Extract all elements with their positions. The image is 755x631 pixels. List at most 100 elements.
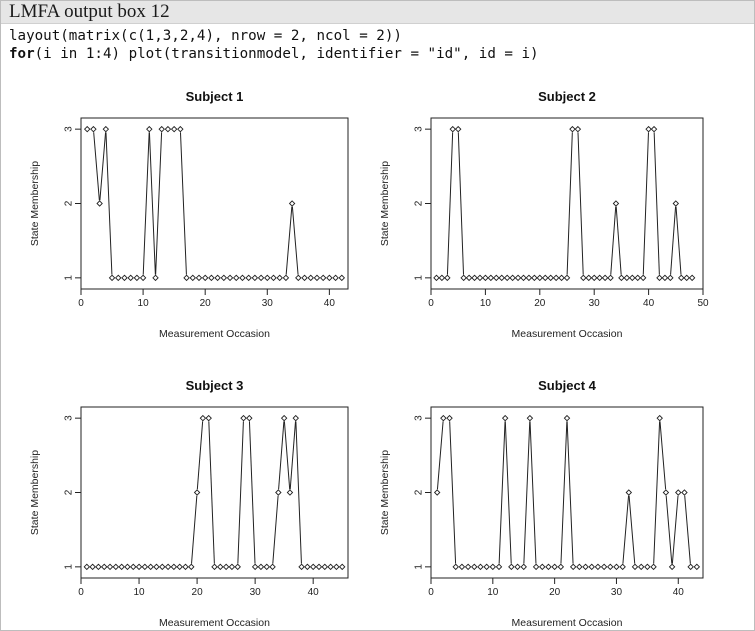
y-tick-label: 2 (64, 489, 75, 495)
x-tick-label: 20 (549, 587, 561, 598)
data-point (489, 563, 497, 571)
data-point (613, 563, 620, 571)
series-segment (529, 421, 537, 564)
data-point (525, 274, 533, 282)
series-segment (278, 421, 285, 490)
data-point (263, 563, 270, 571)
data-point (596, 274, 603, 282)
data-point (321, 563, 329, 571)
series-segment (179, 132, 187, 275)
plot-frame (80, 117, 349, 290)
series-segment (191, 495, 198, 564)
data-point (487, 274, 495, 282)
data-point (631, 563, 639, 571)
data-point (182, 563, 189, 571)
data-point (637, 563, 645, 571)
data-point (106, 563, 114, 571)
data-point (270, 274, 277, 282)
data-point (115, 274, 122, 282)
data-point (232, 274, 240, 282)
x-tick-label: 20 (534, 298, 546, 309)
series-segment (615, 206, 622, 275)
code-keyword: for (9, 46, 35, 62)
series-segment (684, 495, 691, 564)
x-axis-label: Measurement Occasion (512, 617, 623, 629)
data-point (563, 274, 571, 282)
data-point (476, 274, 484, 282)
data-point (332, 274, 339, 282)
data-point (309, 563, 317, 571)
plot-frame (430, 406, 704, 579)
series-segment (295, 421, 302, 564)
data-point (508, 563, 515, 571)
data-point (558, 274, 565, 282)
data-point (532, 563, 540, 571)
series-segment (642, 132, 649, 275)
data-point (440, 414, 447, 422)
series-segment (457, 132, 465, 275)
data-point (251, 274, 259, 282)
data-point (585, 274, 592, 282)
y-tick-label: 1 (414, 564, 425, 570)
data-point (458, 563, 466, 571)
data-point (551, 563, 558, 571)
data-point (668, 563, 676, 571)
data-point (193, 489, 201, 496)
data-point (675, 489, 682, 496)
data-point (164, 563, 172, 571)
data-point (569, 563, 577, 571)
data-point (454, 125, 462, 133)
data-point (139, 274, 147, 282)
data-point (220, 274, 228, 282)
data-point (574, 125, 582, 133)
data-point (449, 125, 456, 133)
chart-panel-3: Subject 3 0 10 20 30 40 1 2 3 Measurement Occasio… (29, 378, 349, 629)
data-point (239, 274, 246, 282)
data-point (588, 563, 595, 571)
data-point (152, 274, 159, 282)
data-point (531, 274, 538, 282)
data-point (326, 274, 333, 282)
data-point (205, 414, 212, 422)
series-segment (665, 495, 673, 564)
series-segment (99, 132, 107, 201)
data-point (112, 563, 120, 571)
data-point (460, 274, 467, 282)
y-axis-label: State Membership (29, 450, 41, 535)
data-point (662, 489, 670, 496)
data-point (170, 563, 178, 571)
data-point (83, 563, 91, 571)
y-tick-label: 2 (64, 200, 75, 206)
data-point (600, 563, 608, 571)
y-tick-label: 1 (64, 564, 75, 570)
x-tick-label: 0 (428, 298, 434, 309)
data-point (127, 274, 134, 282)
data-point (228, 563, 236, 571)
data-point (495, 563, 503, 571)
data-point (288, 200, 296, 207)
data-point (678, 274, 685, 282)
series-segment (449, 421, 457, 564)
x-tick-label: 20 (192, 587, 204, 598)
series-segment (237, 421, 244, 564)
chart-panel-4: Subject 4 0 10 20 30 40 1 2 3 Measurement Occasio… (379, 378, 704, 629)
series-segment (446, 132, 454, 275)
data-point (211, 563, 218, 571)
y-tick-label: 1 (64, 275, 75, 281)
data-point (130, 563, 137, 571)
series-segment (671, 495, 679, 564)
data-point (656, 414, 663, 422)
data-point (681, 489, 688, 496)
x-tick-label: 40 (308, 587, 320, 598)
data-point (612, 200, 620, 207)
x-tick-label: 20 (200, 298, 212, 309)
data-point (214, 274, 221, 282)
data-point (656, 274, 663, 282)
chart-title: Subject 2 (538, 89, 596, 104)
data-point (257, 563, 265, 571)
data-point (222, 563, 230, 571)
series-segment (291, 206, 299, 275)
y-tick-label: 3 (64, 415, 75, 421)
data-point (693, 563, 701, 571)
data-point (208, 274, 215, 282)
